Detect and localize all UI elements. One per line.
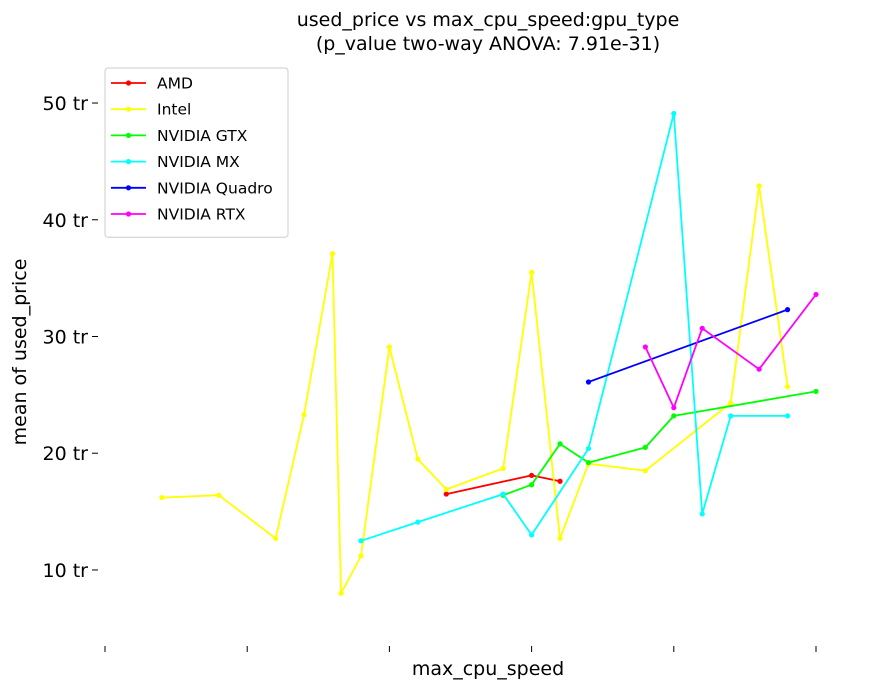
legend-swatch-marker bbox=[125, 211, 132, 217]
data-point bbox=[159, 494, 165, 501]
data-point bbox=[699, 511, 705, 517]
data-point bbox=[728, 400, 734, 406]
chart-title: used_price vs max_cpu_speed:gpu_type bbox=[297, 9, 680, 31]
legend-label: NVIDIA MX bbox=[157, 153, 240, 171]
data-point bbox=[699, 325, 705, 331]
data-point bbox=[813, 388, 819, 394]
data-point bbox=[585, 459, 592, 466]
legend-item: NVIDIA MX bbox=[111, 153, 240, 171]
data-point bbox=[671, 110, 677, 117]
series-nvidia-mx bbox=[358, 110, 791, 544]
y-tick-label: 30 tr bbox=[43, 326, 89, 348]
data-point bbox=[529, 482, 535, 488]
data-point bbox=[756, 366, 762, 372]
series-intel bbox=[159, 183, 791, 596]
y-tick-label: 40 tr bbox=[43, 210, 89, 232]
series-line bbox=[161, 184, 789, 595]
series-layer bbox=[159, 110, 819, 596]
legend: AMD Intel NVIDIA GTX NVIDIA MX NVIDIA Quadro… bbox=[104, 67, 289, 238]
legend-item: NVIDIA Quadro bbox=[111, 179, 273, 197]
data-point bbox=[273, 535, 279, 542]
legend-item: Intel bbox=[111, 101, 191, 119]
data-point bbox=[500, 491, 506, 497]
data-point bbox=[358, 553, 364, 559]
series-line bbox=[360, 112, 788, 542]
data-point bbox=[585, 445, 592, 452]
legend-swatch-marker bbox=[125, 80, 132, 86]
data-point bbox=[358, 538, 364, 544]
x-axis-label: max_cpu_speed bbox=[412, 658, 564, 680]
series-nvidia-rtx bbox=[642, 291, 819, 411]
data-point bbox=[671, 405, 677, 411]
legend-frame bbox=[104, 67, 289, 238]
data-point bbox=[585, 379, 592, 385]
data-point bbox=[642, 344, 648, 350]
data-point bbox=[671, 413, 677, 419]
data-point bbox=[642, 444, 648, 450]
legend-label: AMD bbox=[157, 75, 193, 93]
legend-label: NVIDIA Quadro bbox=[157, 179, 273, 197]
data-point bbox=[784, 307, 791, 313]
data-point bbox=[443, 486, 449, 493]
legend-swatch-marker bbox=[125, 159, 132, 165]
data-point bbox=[329, 251, 336, 257]
data-point bbox=[529, 532, 535, 538]
data-point bbox=[338, 590, 344, 596]
legend-item: NVIDIA RTX bbox=[111, 206, 246, 224]
series-nvidia-quadro bbox=[585, 307, 791, 385]
y-tick-label: 50 tr bbox=[43, 93, 89, 115]
data-point bbox=[443, 491, 449, 497]
data-point bbox=[529, 472, 535, 479]
data-point bbox=[216, 492, 222, 498]
y-axis-ticks: 10 tr 20 tr 30 tr 40 tr 50 tr bbox=[43, 93, 98, 582]
chart-subtitle: (p_value two-way ANOVA: 7.91e-31) bbox=[316, 33, 660, 55]
data-point bbox=[529, 269, 535, 275]
data-point bbox=[728, 413, 734, 419]
data-point bbox=[415, 456, 421, 462]
data-point bbox=[301, 412, 307, 418]
data-point bbox=[784, 384, 791, 390]
data-point bbox=[642, 468, 648, 474]
x-axis-ticks bbox=[104, 646, 817, 652]
legend-item: AMD bbox=[111, 75, 193, 93]
series-amd bbox=[443, 472, 563, 497]
series-nvidia-gtx bbox=[500, 388, 819, 498]
y-tick-label: 10 tr bbox=[43, 560, 89, 582]
data-point bbox=[784, 413, 791, 419]
series-line bbox=[446, 474, 561, 495]
legend-label: NVIDIA GTX bbox=[157, 127, 248, 145]
legend-swatch-marker bbox=[125, 132, 132, 138]
y-axis-label: mean of used_price bbox=[9, 259, 31, 446]
legend-label: NVIDIA RTX bbox=[157, 206, 246, 224]
legend-label: Intel bbox=[157, 101, 191, 119]
data-point bbox=[415, 519, 421, 525]
data-point bbox=[557, 478, 563, 484]
data-point bbox=[557, 441, 563, 447]
data-point bbox=[756, 183, 762, 189]
data-point bbox=[500, 465, 506, 471]
data-point bbox=[386, 344, 392, 350]
y-tick-label: 20 tr bbox=[43, 443, 89, 465]
legend-swatch-marker bbox=[125, 185, 132, 191]
data-point bbox=[813, 291, 819, 298]
legend-item: NVIDIA GTX bbox=[111, 127, 248, 145]
series-line bbox=[588, 308, 788, 383]
data-point bbox=[557, 535, 563, 542]
legend-swatch-marker bbox=[125, 106, 132, 112]
